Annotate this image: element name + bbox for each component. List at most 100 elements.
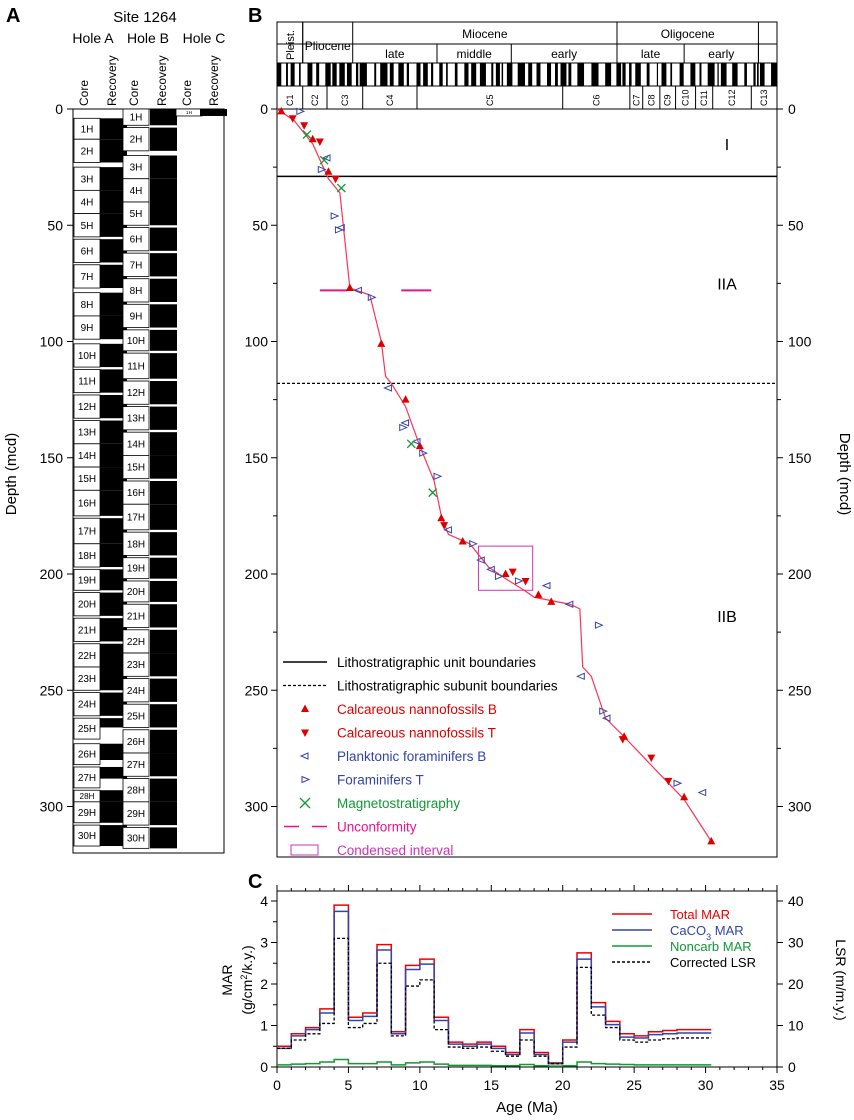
foram-t-point [433,472,443,481]
y-axis-label-right: LSR (m/m.y.) [833,939,849,1020]
polarity-chron-normal [506,63,513,86]
x-tick-label: 10 [412,1077,428,1093]
core-box [122,201,150,226]
recovery-bar [150,753,177,777]
recovery-bar [100,692,127,716]
polarity-chron-normal [339,63,345,86]
core-label: 12H [127,388,145,399]
recovery-bar [150,381,177,405]
core-label: 28H [127,786,145,797]
depth-tick-label: 250 [40,682,64,698]
legend-symbol-condensed [290,844,319,856]
calc-nanno-b-point [534,590,543,598]
polarity-chron-normal [771,63,777,86]
core-label: 9H [130,311,143,322]
calc-nanno-t-point [288,115,297,123]
hole-b-label: Hole B [127,30,169,46]
polarity-chron-normal [528,63,533,86]
recovery-bar [150,653,177,677]
series-corrected-lsr [277,937,712,1065]
core-label: 29H [127,809,145,820]
core-label: 5H [81,221,94,232]
chron-label: C10 [681,89,691,106]
calc-nanno-t-point [508,568,517,577]
core-label: 25H [127,711,145,722]
core-box [122,127,150,152]
polarity-chron-normal [661,63,667,86]
recovery-bar [150,202,177,226]
calc-nanno-b-point [345,283,354,292]
core-label: 29H [78,808,96,819]
age-depth-line [276,108,712,842]
polarity-chron-normal [699,63,702,86]
depth-tick-label-left: 100 [245,334,269,350]
legend: Lithostratigraphic unit boundaries Lithos… [283,655,558,858]
calc-nanno-b-point [377,339,386,347]
calc-nanno-t-point [315,138,324,147]
core-box [122,303,150,328]
recovery-bar [150,729,177,754]
datum-points [277,106,716,845]
polarity-chron-normal [325,63,331,86]
planktonic-foram-b-point [400,419,410,427]
core-label: 20H [127,587,145,598]
depth-tick-label-right: 150 [788,450,812,466]
recovery-bar [100,369,127,393]
legend-label: Unconformity [337,820,417,835]
polarity-chron-normal [759,63,765,86]
panel-label-a: A [6,5,20,27]
y-tick-label: 4 [260,893,268,909]
core-box [73,717,101,740]
chron-label: C13 [759,89,769,106]
recovery-bar [100,315,127,340]
planktonic-foram-b-point [486,565,495,574]
recovery-bar [150,678,177,702]
recovery-bar [100,825,127,847]
core-box [122,752,150,777]
foram-t-point [469,540,478,548]
depth-tick-label-right: 100 [788,334,812,350]
y2-tick-label: 10 [788,1018,804,1034]
core-label: 27H [127,760,145,771]
core-label: 26H [78,750,96,761]
core-box [122,252,150,277]
subepoch-label: early [708,47,734,61]
y2-tick-label: 0 [788,1059,796,1075]
polarity-chron-normal [471,63,477,86]
legend-label: CaCO3 MAR [670,923,744,942]
mar-series [277,904,712,1067]
core-label: 19H [127,564,145,575]
chron-label: C3 [340,94,350,106]
polarity-chron-normal [374,63,377,86]
polarity-chron-normal [732,63,738,86]
recovery-bar [100,667,127,691]
core-label: 13H [78,428,96,439]
polarity-chron-normal [744,63,747,86]
polarity-chron-normal [491,63,494,86]
age-depth-plot-frame [276,108,778,858]
recovery-bar [100,167,127,191]
foram-t-point [599,707,608,715]
condensed-interval-box [477,545,534,591]
foram-t-point [514,577,524,585]
subepoch-label: late [385,47,405,61]
chron-label: C1 [285,94,295,106]
foram-t-point [296,107,306,116]
core-label: 1H [130,113,143,124]
depth-axis-ticks-b: 0 0 50 50 100 100 150 150 200 200 250 250 300 300 [245,101,812,815]
core-label: 6H [130,235,143,246]
core-box [122,108,150,126]
recovery-bar [150,304,177,328]
calc-nanno-b-point [277,106,286,115]
hole-b-core-header: Core [127,80,141,106]
foram-t-point [334,226,344,234]
depth-axis-ticks: 0 50 100 150 200 250 300 [40,101,73,815]
core-label: 18H [78,551,96,562]
core-box [122,406,150,431]
recovery-bar [150,353,177,379]
hole-a-cores: 1H 2H 3H 4H 5H 6H 7H 8H 9H 10H 11H 12H 13H 14H 15H 16H 1… [73,117,127,847]
depth-tick-label: 200 [40,566,64,582]
